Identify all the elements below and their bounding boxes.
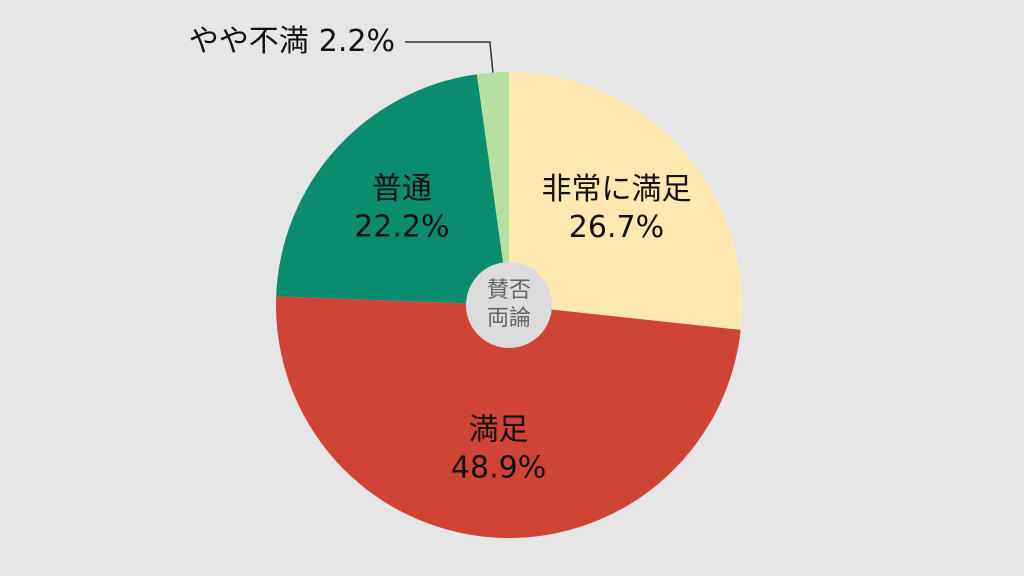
pie-slice [276,74,509,305]
pie-slice [476,72,509,305]
pie-slice [509,72,742,330]
center-label: 賛否 [487,278,531,303]
center-circle [466,262,552,348]
value-label: 48.9% [451,451,546,486]
value-label: 26.7% [569,210,664,245]
slice-label: 非常に満足 [541,172,691,207]
leader-line [405,41,494,73]
slice-name: やや不満 [189,24,309,59]
center-label: 両論 [487,306,531,331]
pie-slice [276,296,741,538]
value-label: 22.2% [354,210,449,245]
value-label: 2.2% [319,24,395,59]
slice-label: 満足 [469,413,529,448]
slice-label: やや不満 2.2% [189,24,395,59]
slice-label: 普通 [372,172,432,207]
